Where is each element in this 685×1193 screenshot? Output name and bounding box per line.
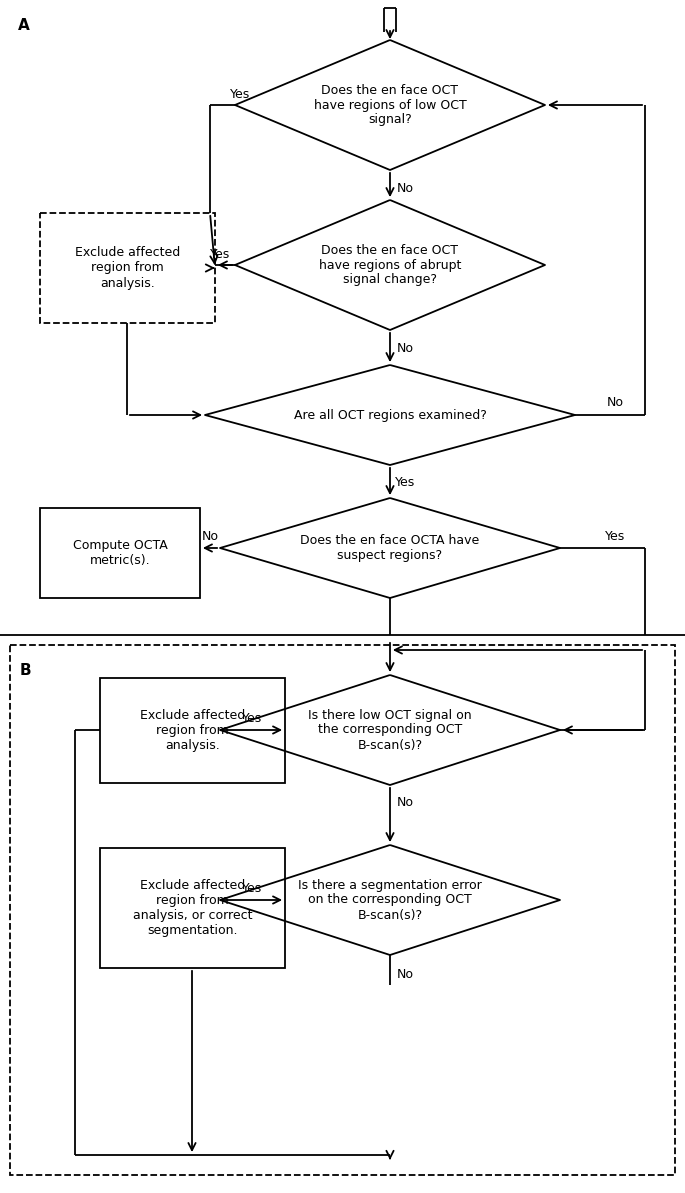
- Text: No: No: [397, 341, 414, 354]
- Text: Yes: Yes: [395, 476, 415, 489]
- Text: No: No: [201, 530, 219, 543]
- Text: Yes: Yes: [242, 882, 262, 895]
- Text: Exclude affected
region from
analysis, or correct
segmentation.: Exclude affected region from analysis, o…: [133, 879, 252, 937]
- Text: Does the en face OCT
have regions of abrupt
signal change?: Does the en face OCT have regions of abr…: [319, 243, 461, 286]
- Text: Does the en face OCT
have regions of low OCT
signal?: Does the en face OCT have regions of low…: [314, 84, 466, 126]
- Text: Is there a segmentation error
on the corresponding OCT
B-scan(s)?: Is there a segmentation error on the cor…: [298, 878, 482, 921]
- Text: Does the en face OCTA have
suspect regions?: Does the en face OCTA have suspect regio…: [301, 534, 479, 562]
- Text: No: No: [397, 797, 414, 810]
- Text: B: B: [20, 663, 32, 678]
- Text: Yes: Yes: [230, 88, 250, 101]
- Text: No: No: [397, 181, 414, 194]
- Text: Exclude affected
region from
analysis.: Exclude affected region from analysis.: [75, 247, 180, 290]
- Text: Are all OCT regions examined?: Are all OCT regions examined?: [294, 408, 486, 421]
- Text: No: No: [397, 969, 414, 982]
- Text: A: A: [18, 18, 29, 33]
- Text: Yes: Yes: [605, 530, 625, 543]
- Bar: [40, 508, 200, 598]
- Text: No: No: [606, 396, 623, 409]
- Text: Compute OCTA
metric(s).: Compute OCTA metric(s).: [73, 539, 167, 567]
- Text: Yes: Yes: [242, 711, 262, 724]
- Text: Exclude affected
region from
analysis.: Exclude affected region from analysis.: [140, 709, 245, 752]
- Bar: [100, 848, 285, 968]
- Text: Is there low OCT signal on
the corresponding OCT
B-scan(s)?: Is there low OCT signal on the correspon…: [308, 709, 472, 752]
- Bar: [100, 678, 285, 783]
- Text: Yes: Yes: [210, 248, 230, 261]
- Bar: [40, 214, 215, 323]
- Bar: [10, 645, 675, 1175]
